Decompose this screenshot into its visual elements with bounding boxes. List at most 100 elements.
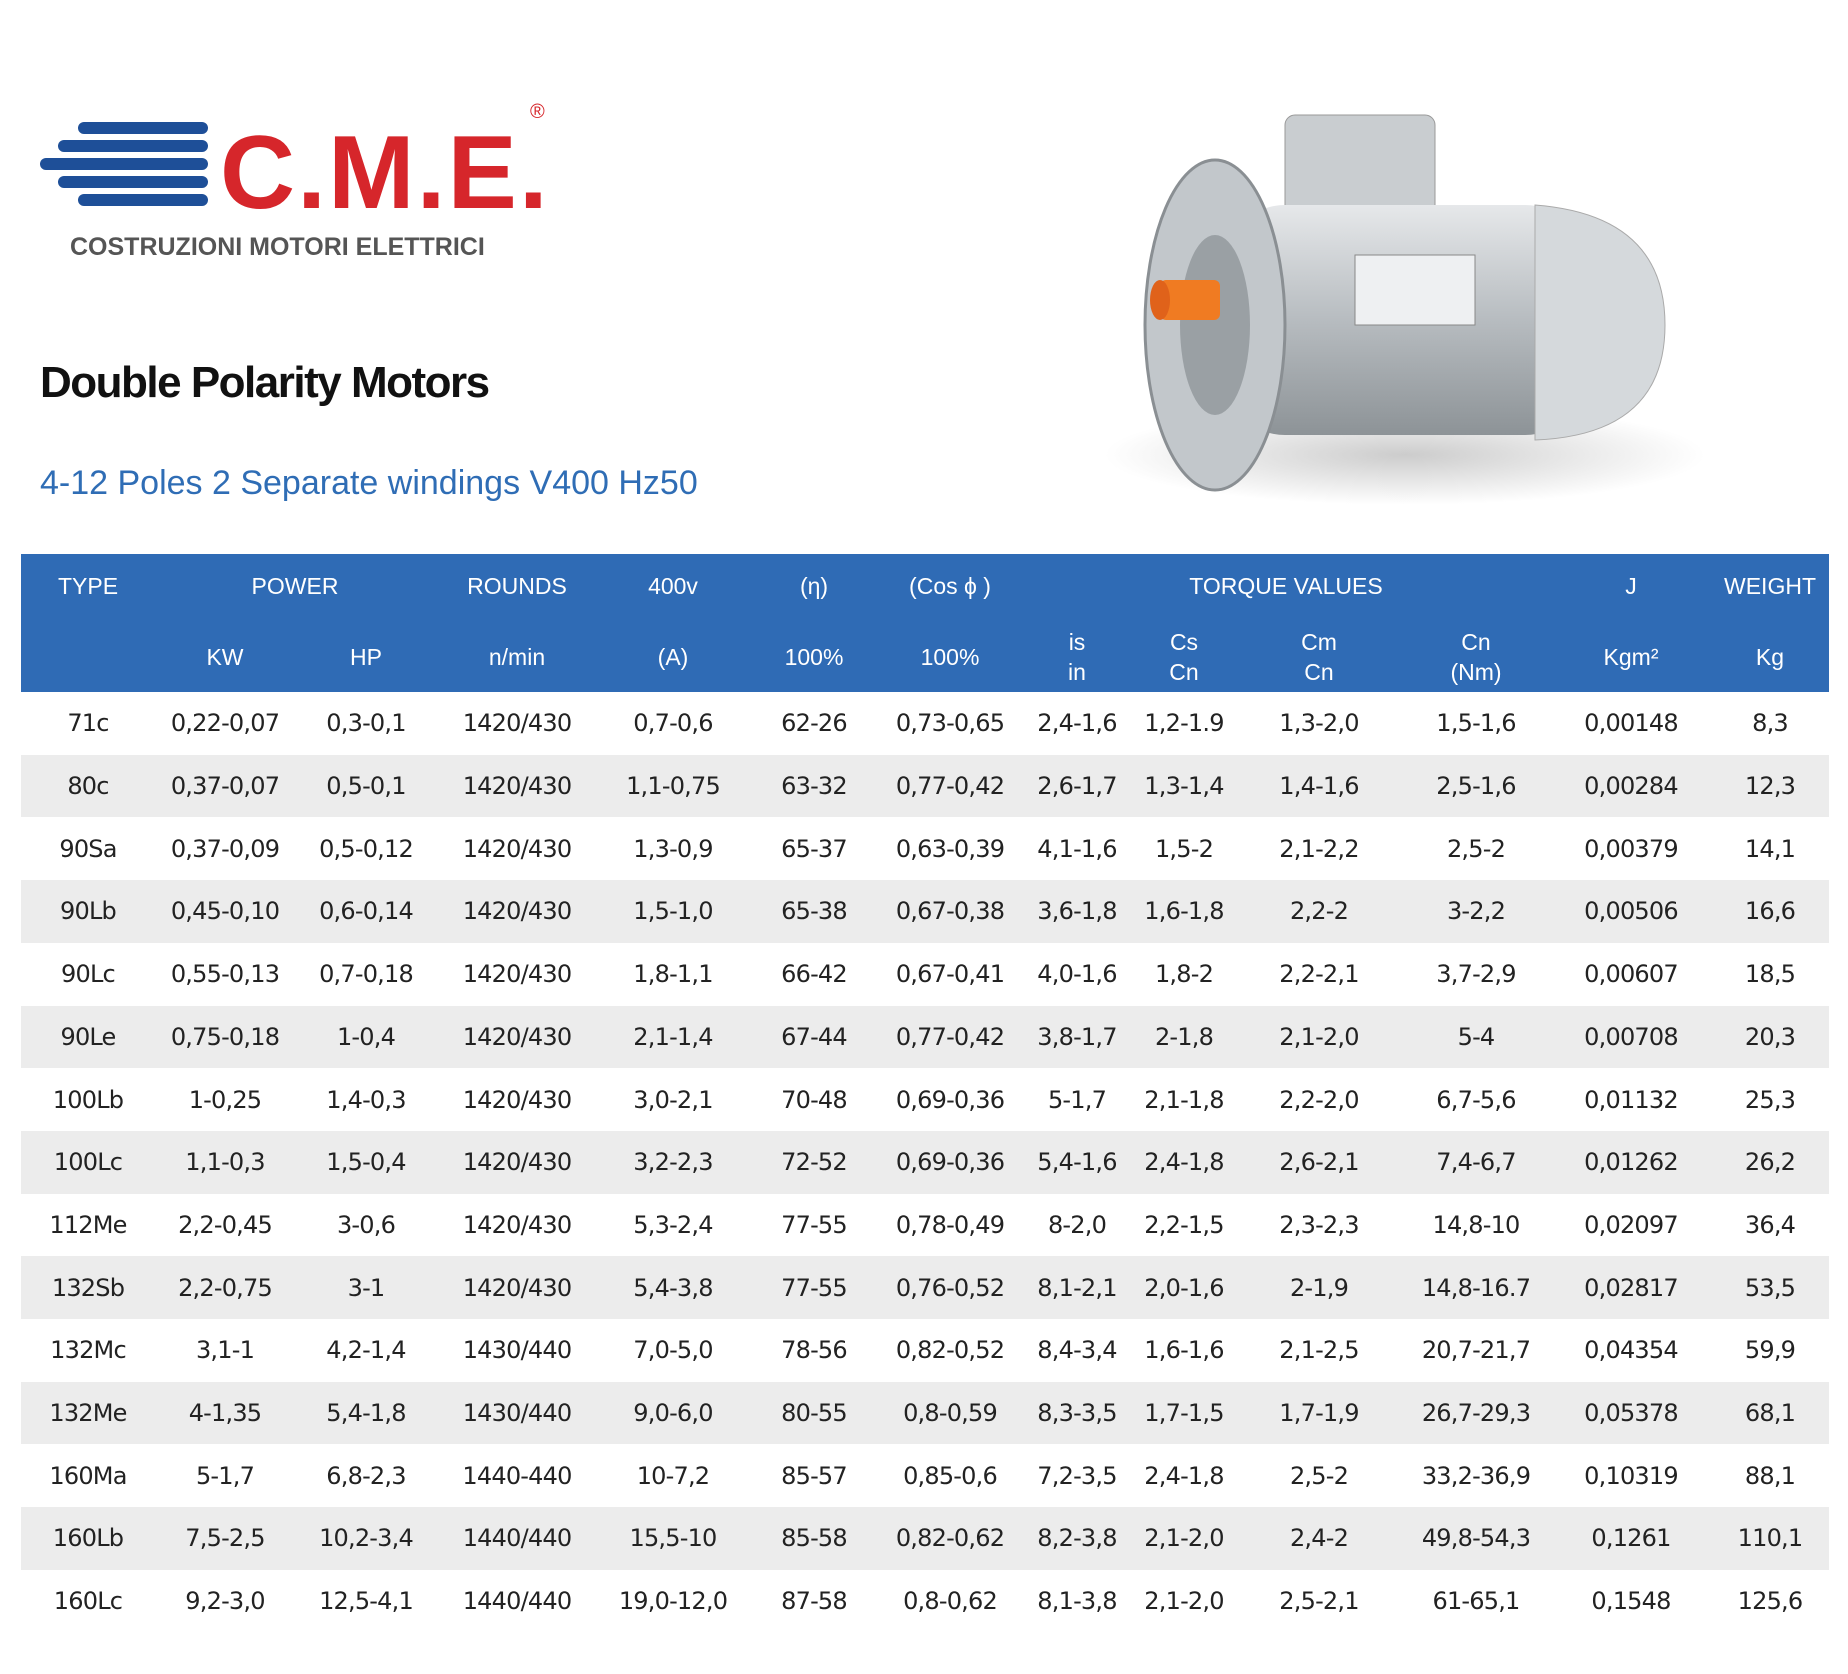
table-cell: 2,2-2	[1289, 897, 1349, 926]
table-cell: 0,02097	[1584, 1210, 1678, 1239]
table-cell: 0,1548	[1591, 1587, 1671, 1616]
table-cell: 0,22-0,07	[170, 709, 280, 738]
table-cell: 0,85-0,6	[903, 1461, 998, 1490]
table-cell: 0,67-0,41	[895, 960, 1005, 989]
header-line: Kg	[1755, 644, 1785, 670]
table-cell: 0,7-0,18	[319, 960, 414, 989]
table-cell: 1,4-1,6	[1279, 772, 1359, 801]
table-cell: 7,4-6,7	[1436, 1148, 1516, 1177]
table-cell: 132Mc	[50, 1336, 127, 1365]
table-cell: 2,4-1,6	[1037, 709, 1117, 738]
header-line: Cn	[1169, 659, 1199, 685]
header-cell: Cs Cn	[1169, 627, 1198, 687]
header-cell: n/min	[489, 642, 545, 672]
table-cell: 1-0,4	[336, 1022, 396, 1051]
header-cell: Kg	[1756, 642, 1784, 672]
table-cell: 5,3-2,4	[633, 1210, 713, 1239]
header-cell: Cm Cn	[1301, 627, 1337, 687]
table-cell: 72-52	[781, 1148, 848, 1177]
table-cell: 8-2,0	[1047, 1210, 1107, 1239]
table-cell: 0,3-0,1	[326, 709, 406, 738]
table-cell: 0,55-0,13	[170, 960, 280, 989]
table-cell: 26,7-29,3	[1421, 1399, 1531, 1428]
header-line: KW	[206, 644, 244, 670]
table-cell: 4,2-1,4	[326, 1336, 406, 1365]
table-cell: 33,2-36,9	[1421, 1461, 1531, 1490]
table-cell: 160Lc	[53, 1587, 123, 1616]
table-cell: 0,8-0,59	[903, 1399, 998, 1428]
header-cell: 400v	[648, 573, 698, 599]
table-cell: 2,2-0,75	[178, 1273, 273, 1302]
table-cell: 78-56	[781, 1336, 848, 1365]
table-cell: 0,69-0,36	[895, 1085, 1005, 1114]
table-cell: 100Lb	[52, 1085, 124, 1114]
table-cell: 1420/430	[462, 1022, 572, 1051]
table-cell: 0,00284	[1584, 772, 1678, 801]
table-cell: 0,82-0,62	[895, 1524, 1005, 1553]
row-stripe	[21, 1507, 1829, 1570]
table-cell: 1,1-0,75	[626, 772, 721, 801]
table-cell: 1,3-1,4	[1144, 772, 1224, 801]
table-cell: 2,6-1,7	[1037, 772, 1117, 801]
table-cell: 1,5-0,4	[326, 1148, 406, 1177]
table-cell: 1420/430	[462, 960, 572, 989]
header-line: (A)	[657, 644, 689, 670]
table-cell: 1440/440	[462, 1587, 572, 1616]
table-cell: 77-55	[781, 1210, 848, 1239]
table-cell: 8,1-3,8	[1037, 1587, 1117, 1616]
header-line: is	[1068, 629, 1086, 655]
table-cell: 2,1-2,5	[1279, 1336, 1359, 1365]
header-cell: Cn (Nm)	[1450, 627, 1501, 687]
header-line: n/min	[488, 644, 546, 670]
table-cell: 65-38	[781, 897, 848, 926]
table-cell: 132Me	[49, 1399, 127, 1428]
table-cell: 0,67-0,38	[895, 897, 1005, 926]
table-cell: 0,37-0,09	[170, 834, 280, 863]
table-cell: 4,1-1,6	[1037, 834, 1117, 863]
table-cell: 2,2-2,0	[1279, 1085, 1359, 1114]
table-cell: 53,5	[1744, 1273, 1796, 1302]
table-cell: 1420/430	[462, 834, 572, 863]
table-cell: 8,4-3,4	[1037, 1336, 1117, 1365]
table-cell: 1-0,25	[188, 1085, 262, 1114]
table-cell: 2,4-2	[1289, 1524, 1349, 1553]
table-cell: 49,8-54,3	[1421, 1524, 1531, 1553]
header-line: in	[1068, 659, 1086, 685]
logo: C.M.E. ® COSTRUZIONI MOTORI ELETTRICI	[40, 101, 550, 261]
table-cell: 9,2-3,0	[185, 1587, 265, 1616]
table-cell: 0,63-0,39	[895, 834, 1005, 863]
table-cell: 3,8-1,7	[1037, 1022, 1117, 1051]
table-cell: 62-26	[781, 709, 848, 738]
row-stripe	[21, 1256, 1829, 1319]
table-cell: 10-7,2	[636, 1461, 710, 1490]
table-cell: 2,2-0,45	[178, 1210, 273, 1239]
table-cell: 1,8-1,1	[633, 960, 713, 989]
table-cell: 0,82-0,52	[895, 1336, 1005, 1365]
table-cell: 1,6-1,6	[1144, 1336, 1224, 1365]
table-cell: 8,3	[1752, 709, 1789, 738]
table-cell: 65-37	[781, 834, 848, 863]
logo-brand: C.M.E.	[220, 115, 550, 231]
table-cell: 1,7-1,9	[1279, 1399, 1359, 1428]
table-cell: 90Sa	[59, 834, 117, 863]
table-cell: 2,3-2,3	[1279, 1210, 1359, 1239]
table-cell: 0,00607	[1584, 960, 1678, 989]
table-cell: 0,75-0,18	[170, 1022, 280, 1051]
table-cell: 14,8-10	[1432, 1210, 1520, 1239]
table-cell: 87-58	[781, 1587, 848, 1616]
header-line: Cn	[1304, 659, 1334, 685]
table-cell: 5-1,7	[195, 1461, 255, 1490]
table-cell: 63-32	[781, 772, 848, 801]
table-cell: 3-0,6	[336, 1210, 396, 1239]
table-cell: 4-1,35	[188, 1399, 262, 1428]
header-cell: Kgm²	[1604, 642, 1659, 672]
row-stripe	[21, 1005, 1829, 1069]
table-cell: 3-2,2	[1446, 897, 1506, 926]
table-cell: 2,1-2,2	[1279, 834, 1359, 863]
header-line: (Nm)	[1450, 659, 1502, 685]
table-cell: 2,6-2,1	[1279, 1148, 1359, 1177]
logo-tagline: COSTRUZIONI MOTORI ELETTRICI	[70, 233, 485, 261]
table-cell: 1,7-1,5	[1144, 1399, 1224, 1428]
table-cell: 1430/440	[462, 1336, 572, 1365]
table-cell: 0,37-0,07	[170, 772, 280, 801]
